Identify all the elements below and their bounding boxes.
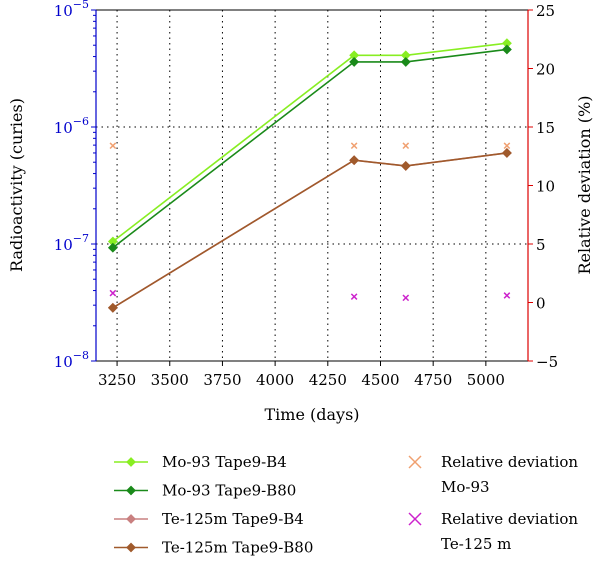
legend-entry: Relative deviation Te-125 m (441, 510, 578, 553)
cross-stroke (503, 142, 511, 150)
series-relative-deviation-mo-93 (109, 142, 511, 150)
legend-marker (126, 485, 136, 496)
data-point (400, 56, 411, 67)
legend-label: Mo-93 (441, 478, 490, 496)
legend-marker (126, 457, 136, 467)
legend-label: Mo-93 Tape9-B4 (162, 453, 287, 471)
cross-stroke (109, 142, 117, 150)
x-tick-label: 5000 (467, 371, 505, 389)
y2-tick-label: −5 (536, 353, 558, 371)
legend-marker (408, 455, 422, 469)
y2-tick-label: 0 (536, 295, 546, 313)
axes: 3250 3500 3750 4000 4250 4500 4750 5000 10−8 10−7… (54, 0, 558, 389)
data-point (503, 142, 511, 150)
data-point (400, 160, 411, 171)
x-tick-label: 4250 (309, 371, 347, 389)
legend-marker (126, 542, 136, 553)
cross-stroke (408, 512, 422, 526)
x-tick-label: 4500 (361, 371, 399, 389)
y2-tick-label: 5 (536, 236, 546, 254)
legend-entry: Te-125m Tape9-B80 (114, 539, 313, 557)
x-tick-label: 3750 (203, 371, 241, 389)
data-point (349, 155, 360, 166)
legend-label: Te-125 m (441, 535, 511, 553)
y2-tick-label: 15 (536, 119, 555, 137)
data-point (503, 292, 511, 299)
legend-entry: Mo-93 Tape9-B80 (114, 482, 296, 500)
data-point (350, 142, 358, 150)
legend-entry: Te-125m Tape9-B4 (114, 510, 304, 528)
data-point (502, 44, 512, 55)
y2-tick-label: 10 (536, 178, 555, 196)
series-line (112, 42, 508, 243)
series-mo-93-tape9-b4 (107, 38, 512, 247)
cross-stroke (402, 294, 410, 302)
cross-stroke (402, 142, 410, 150)
y-tick-label: 10−5 (54, 0, 89, 20)
x-tick-label: 3500 (151, 371, 189, 389)
data-point (350, 293, 358, 300)
y2-tick-label: 20 (536, 61, 555, 79)
y-tick-label: 10−8 (54, 349, 89, 371)
cross-stroke (350, 142, 358, 150)
data-point (349, 56, 360, 67)
legend-label: Relative deviation (441, 453, 578, 471)
legend-label: Te-125m Tape9-B80 (162, 539, 313, 557)
data-point (107, 242, 118, 253)
series-line (112, 152, 508, 309)
plot-series (107, 38, 512, 313)
cross-stroke (408, 455, 422, 469)
cross-stroke (503, 292, 511, 299)
data-point (109, 289, 117, 297)
legend-entry: Mo-93 Tape9-B4 (114, 453, 287, 471)
x-axis-title: Time (days) (264, 405, 359, 424)
series-te-125m-tape9-b4 (107, 148, 512, 313)
legend-label: Relative deviation (441, 510, 578, 528)
cross-stroke (109, 289, 117, 297)
data-point (402, 142, 410, 150)
series-mo-93-tape9-b80 (107, 44, 512, 253)
y-tick-label: 10−6 (54, 115, 89, 137)
data-point (107, 302, 118, 313)
legend-label: Te-125m Tape9-B4 (162, 510, 304, 528)
legend-marker (408, 512, 422, 526)
data-point (109, 142, 117, 150)
y-axis-title: Radioactivity (curies) (7, 98, 26, 272)
y-tick-label: 10−7 (54, 232, 89, 254)
series-relative-deviation-te-125-m (109, 289, 511, 302)
x-tick-label: 3250 (98, 371, 136, 389)
legend-entry: Relative deviation Mo-93 (441, 453, 578, 496)
y2-axis-title: Relative deviation (%) (575, 96, 594, 275)
x-tick-label: 4000 (256, 371, 294, 389)
data-point (402, 294, 410, 302)
y2-tick-label: 25 (536, 2, 555, 20)
series-line (112, 152, 508, 309)
legend: Mo-93 Tape9-B4 Mo-93 Tape9-B80 Te-125m Tap… (114, 453, 578, 557)
cross-stroke (350, 293, 358, 300)
legend-label: Mo-93 Tape9-B80 (162, 482, 296, 500)
legend-marker (126, 514, 136, 524)
series-te-125m-tape9-b80 (107, 148, 512, 313)
series-line (112, 48, 508, 249)
data-point (502, 148, 512, 158)
x-tick-label: 4750 (414, 371, 452, 389)
